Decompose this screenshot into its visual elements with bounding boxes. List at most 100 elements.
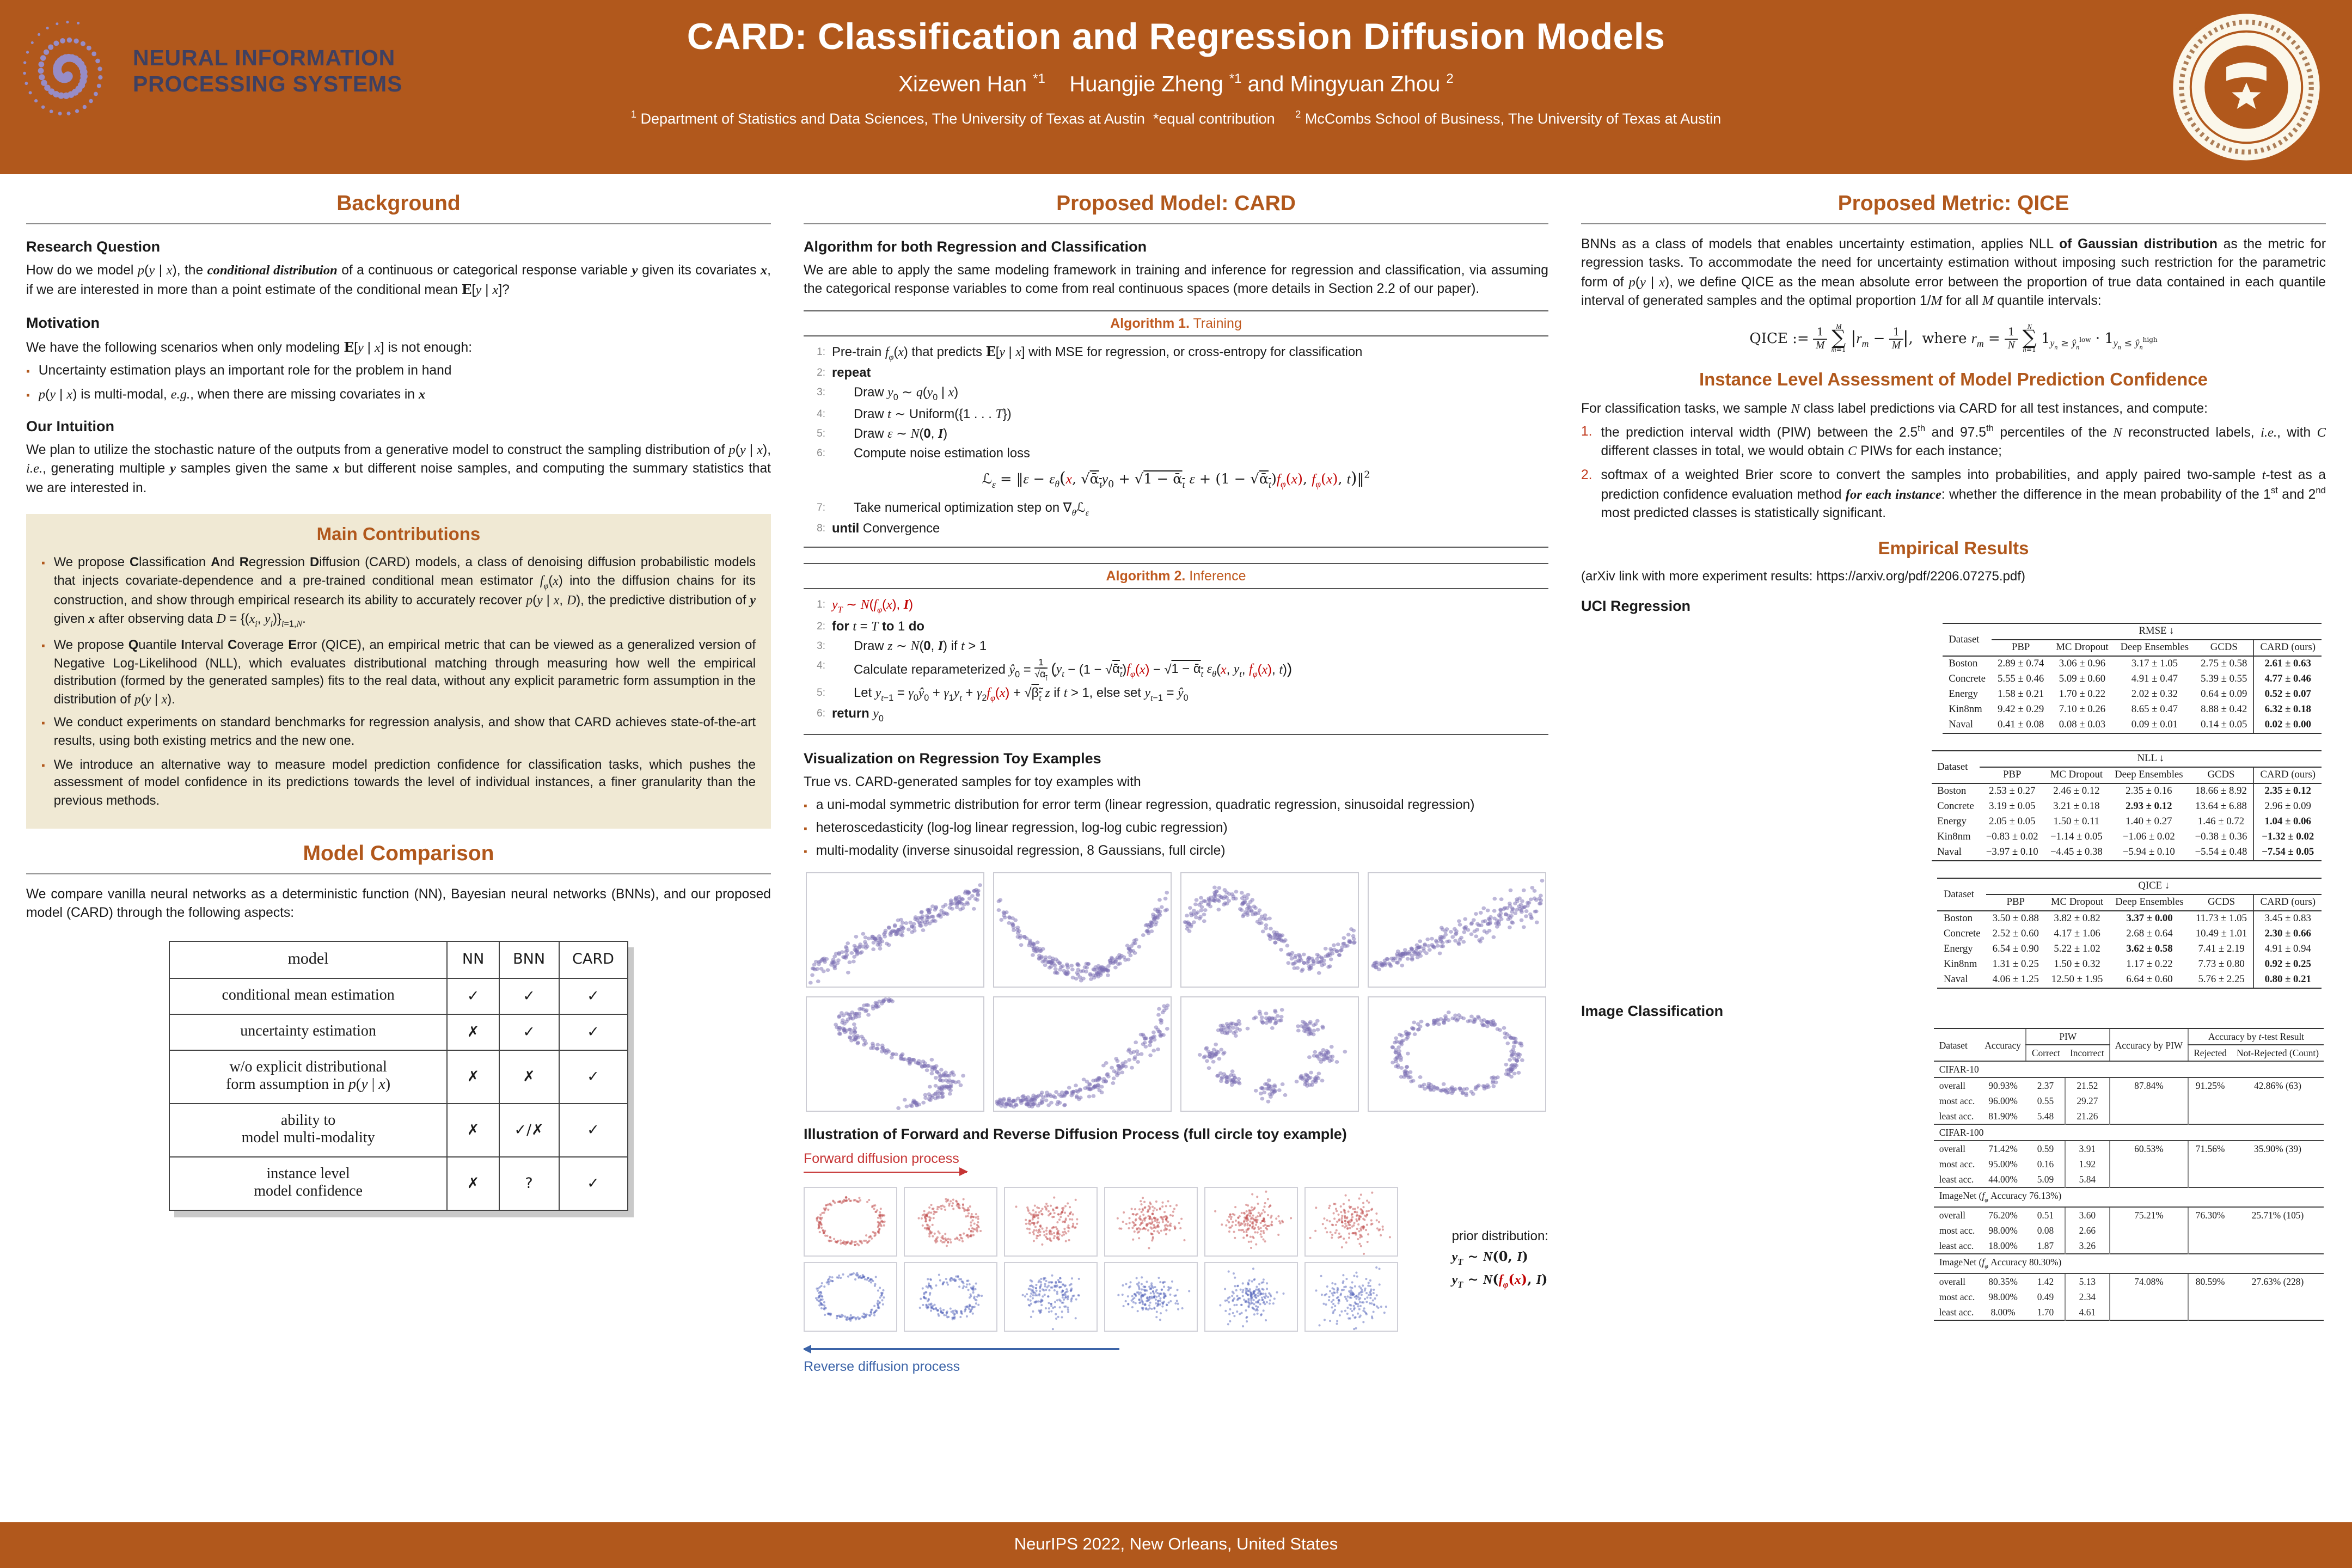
table-group-row: CIFAR-10	[1934, 1061, 2324, 1079]
column-header: BNN	[499, 940, 560, 979]
list-item: ▪ We propose Quantile Interval Coverage E…	[41, 636, 756, 708]
row-label: Naval	[1943, 718, 1992, 734]
algorithm-line: 5: Let yt−1 = γ0ŷ0 + γ1yt + γ2fφ(x) + √β̃…	[806, 683, 1546, 705]
line-number: 2:	[817, 367, 825, 379]
footer-text: NeurIPS 2022, New Orleans, United States	[1014, 1535, 1338, 1554]
forward-diffusion-frame	[904, 1187, 997, 1257]
table-cell: 90.93%	[1988, 1080, 2018, 1092]
row-label: most acc.	[1939, 1291, 1975, 1302]
table-cell	[2109, 1238, 2189, 1254]
neurips-logo-text: NEURAL INFORMATION PROCESSING SYSTEMS	[133, 46, 402, 99]
table-cell: 2.68 ± 0.64	[2126, 929, 2173, 940]
bullet-icon: ▪	[804, 846, 807, 859]
instance-level-intro: For classification tasks, we sample N cl…	[1581, 400, 2208, 416]
motivation-heading: Motivation	[26, 314, 100, 331]
table-cell	[2109, 1156, 2189, 1172]
table-cell: 76.20%	[1988, 1210, 2018, 1221]
poster-title: CARD: Classification and Regression Diff…	[687, 16, 1665, 58]
row-label: Naval	[1937, 972, 1987, 989]
table-cell: 8.65 ± 0.47	[2131, 705, 2178, 716]
table-cell: 0.55	[2037, 1095, 2054, 1107]
bullet-icon: ▪	[26, 366, 30, 378]
column-header: CARD	[558, 940, 628, 979]
model-comparison-intro: We compare vanilla neural networks as a …	[26, 886, 771, 921]
line-content: Calculate reparameterized ŷ0 = 1 √ᾱt (yt …	[854, 656, 1293, 683]
table-cell: ✓	[499, 977, 560, 1015]
table-cell: 35.90% (39)	[2254, 1143, 2301, 1155]
intuition-text: We plan to utilize the stochastic nature…	[26, 442, 771, 495]
table-cell	[2232, 1289, 2324, 1304]
column-header: model	[169, 940, 448, 979]
image-classification-heading: Image Classification	[1581, 1003, 1724, 1020]
table-cell: −0.38 ± 0.36	[2195, 832, 2247, 843]
group-label: CIFAR-10	[1934, 1061, 2324, 1079]
row-label: Boston	[1949, 659, 1978, 670]
table-row: Naval −3.97 ± 0.10 −4.45 ± 0.38 −5.94 ± 0.1…	[1931, 845, 2322, 862]
table-cell: 87.84%	[2109, 1077, 2189, 1094]
table-cell: 0.51	[2037, 1210, 2054, 1221]
list-item: ▪ We introduce an alternative way to meas…	[41, 756, 756, 810]
table-cell: 3.06 ± 0.96	[2059, 659, 2106, 670]
table-cell: 3.82 ± 0.82	[2054, 914, 2100, 925]
table-cell: 2.96 ± 0.09	[2253, 799, 2322, 815]
algorithm-line: 4: Calculate reparameterized ŷ0 = 1 √ᾱt (y…	[806, 656, 1546, 683]
list-item-text: softmax of a weighted Brier score to con…	[1601, 467, 2326, 521]
table-cell: 3.21 ± 0.18	[2053, 801, 2100, 813]
table-cell: 3.26	[2065, 1238, 2110, 1254]
table-cell: 2.93 ± 0.12	[2126, 801, 2172, 813]
table-row: least acc. 18.00% 1.87 3.26	[1934, 1238, 2324, 1254]
table-cell: 44.00%	[1988, 1174, 2018, 1185]
column-header: Correct	[2025, 1045, 2065, 1062]
table-cell: 1.17 ± 0.22	[2126, 959, 2173, 971]
table-cell	[2109, 1304, 2189, 1320]
line-content: Draw t ∼ Uniform({1 . . . T})	[854, 406, 1012, 421]
line-content: yT ∼ N(fφ(x), I)	[832, 597, 913, 615]
forward-diffusion-frame	[1104, 1187, 1198, 1257]
reverse-diffusion-frame	[904, 1262, 997, 1332]
table-cell: 74.08%	[2109, 1273, 2189, 1289]
table-cell: 0.49	[2037, 1291, 2054, 1302]
column-header: Accuracy by PIW	[2109, 1028, 2189, 1062]
list-item: ▪ We conduct experiments on standard benc…	[41, 714, 756, 750]
table-cell: 2.46 ± 0.12	[2053, 786, 2100, 798]
table-cell: 96.00%	[1988, 1095, 2018, 1107]
table-cell: 2.35 ± 0.12	[2253, 783, 2322, 800]
arxiv-link[interactable]: (arXiv link with more experiment results…	[1581, 568, 2025, 584]
table-cell: ✗	[446, 1156, 500, 1211]
table-cell: 98.00%	[1988, 1291, 2018, 1302]
table-cell: 91.25%	[2188, 1077, 2232, 1094]
table-cell: 5.55 ± 0.46	[1997, 674, 2044, 685]
bullet-icon: ▪	[804, 800, 807, 813]
column-header: Accuracy by t-test Result	[2188, 1028, 2324, 1046]
line-number: 2:	[817, 620, 825, 633]
table-row: Energy 1.58 ± 0.21 1.70 ± 0.22 2.02 ± 0.32 0…	[1943, 687, 2322, 703]
table-row: w/o explicit distributional form assumpti…	[169, 1049, 628, 1104]
list-item: ▪ multi-modality (inverse sinusoidal regr…	[804, 842, 1548, 861]
table-cell: 4.06 ± 1.25	[1986, 972, 2045, 989]
table-cell: 3.60	[2065, 1207, 2110, 1223]
instance-level-list: 1. the prediction interval width (PIW) be…	[1581, 422, 2326, 523]
prior-card-formula: yT ∼ N(fφ(x), I)	[1451, 1272, 1548, 1290]
row-label: Energy	[1937, 817, 1967, 828]
bullet-icon: ▪	[41, 558, 45, 570]
table-cell: ✓	[558, 1102, 628, 1157]
table-cell: 27.63% (228)	[2251, 1276, 2304, 1287]
line-content: Draw z ∼ N(0, I) if t > 1	[854, 638, 987, 653]
line-number: 6:	[817, 708, 825, 720]
table-cell: 0.02 ± 0.00	[2253, 718, 2322, 734]
row-label: most acc.	[1939, 1095, 1975, 1107]
table-row: Boston 2.89 ± 0.74 3.06 ± 0.96 3.17 ± 1.05 2…	[1943, 656, 2322, 672]
table-cell: 71.42%	[1988, 1143, 2018, 1155]
line-content: for t = T to 1 do	[832, 618, 924, 634]
table-cell	[2109, 1289, 2189, 1304]
toy-examples-heading: Visualization on Regression Toy Examples	[804, 750, 1101, 767]
table-row: Kin8nm 9.42 ± 0.29 7.10 ± 0.26 8.65 ± 0.47 8…	[1943, 702, 2322, 718]
algorithm-body: 1: yT ∼ N(fφ(x), I) 2: for t = T to 1 do 3: D…	[804, 590, 1548, 734]
table-row: least acc. 44.00% 5.09 5.84	[1934, 1172, 2324, 1188]
table-cell: 1.70 ± 0.22	[2059, 689, 2106, 701]
row-label: most acc.	[1939, 1159, 1975, 1170]
list-item: ▪ a uni-modal symmetric distribution for …	[804, 796, 1548, 814]
column-header: GCDS	[2189, 895, 2254, 912]
